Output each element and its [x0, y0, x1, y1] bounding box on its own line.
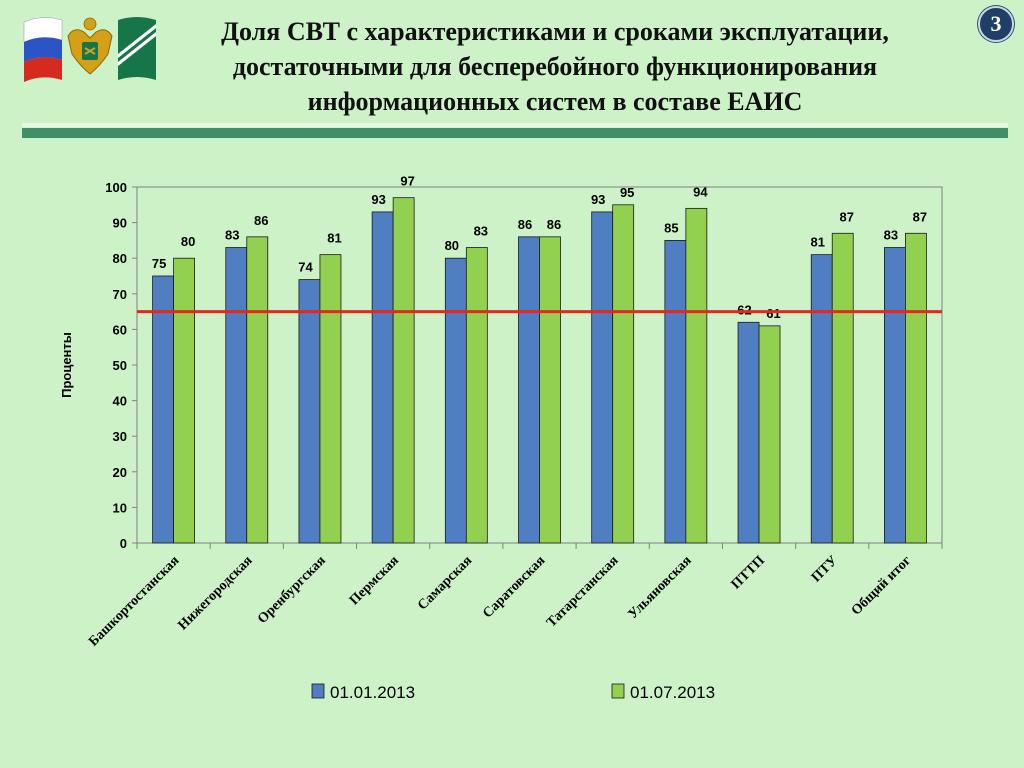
legend-label: 01.01.2013	[330, 683, 415, 702]
legend-swatch	[611, 683, 625, 699]
data-label: 86	[518, 217, 532, 232]
bar	[298, 279, 321, 544]
data-label: 87	[839, 209, 853, 224]
data-label: 86	[254, 213, 268, 228]
data-label: 81	[327, 231, 341, 246]
bar	[371, 211, 394, 544]
bar	[737, 321, 760, 544]
y-tick-label: 90	[113, 216, 127, 231]
data-label: 83	[474, 224, 488, 239]
bar	[685, 207, 708, 544]
data-label: 75	[152, 256, 166, 271]
bar	[758, 325, 781, 544]
x-category-label: Общий итог	[849, 553, 914, 618]
bar	[392, 197, 415, 544]
bar	[152, 275, 174, 544]
y-tick-label: 80	[113, 251, 127, 266]
data-label: 93	[591, 192, 605, 207]
x-category-label: Башкортостанская	[86, 553, 183, 650]
y-tick-label: 30	[113, 429, 127, 444]
data-label: 86	[547, 217, 561, 232]
data-label: 62	[737, 302, 751, 317]
title-line: информационных систем в составе ЕАИС	[307, 87, 803, 116]
x-category-label: Самарская	[415, 553, 475, 613]
data-label: 61	[766, 306, 780, 321]
double-headed-eagle-icon	[67, 17, 113, 75]
bar	[810, 254, 833, 544]
customs-flag-icon	[118, 17, 156, 80]
bar	[539, 236, 561, 544]
slide-title: Доля СВТ с характеристиками и сроками эк…	[170, 14, 940, 119]
x-category-label: Татарстанская	[544, 553, 622, 631]
bar	[246, 236, 269, 544]
bar	[612, 204, 635, 544]
bar	[884, 247, 906, 544]
data-label: 80	[181, 234, 195, 249]
bar	[591, 211, 614, 544]
bar	[664, 239, 687, 544]
data-label: 83	[225, 228, 239, 243]
y-tick-label: 100	[105, 180, 127, 195]
data-label: 80	[445, 238, 459, 253]
title-line: Доля СВТ с характеристиками и сроками эк…	[221, 17, 889, 46]
bar	[905, 232, 927, 544]
x-category-label: Нижегородская	[176, 553, 256, 633]
x-category-label: ПТУ	[809, 553, 841, 585]
y-tick-label: 40	[113, 394, 127, 409]
russian-flag-icon	[23, 17, 63, 82]
y-tick-label: 20	[113, 465, 127, 480]
x-category-label: Ульяновская	[626, 553, 695, 622]
y-tick-label: 70	[113, 287, 127, 302]
data-label: 95	[620, 185, 634, 200]
bar	[225, 247, 248, 544]
x-category-label: Саратовская	[480, 553, 548, 621]
data-label: 93	[371, 192, 385, 207]
x-category-label: Пермская	[347, 553, 402, 608]
x-category-label: Оренбургская	[255, 553, 329, 627]
data-label: 83	[884, 228, 898, 243]
bar	[173, 257, 195, 544]
bar	[319, 254, 342, 544]
bar	[465, 247, 488, 544]
y-tick-label: 50	[113, 358, 127, 373]
customs-logo	[23, 17, 156, 82]
bar	[831, 232, 854, 544]
y-tick-label: 60	[113, 322, 127, 337]
bar	[518, 236, 540, 544]
y-axis-label: Проценты	[59, 332, 74, 398]
y-tick-label: 10	[113, 500, 127, 515]
data-label: 87	[913, 209, 927, 224]
y-tick-label: 0	[120, 536, 127, 551]
bar	[444, 257, 467, 544]
data-label: 97	[400, 174, 414, 189]
data-label: 94	[693, 184, 708, 199]
page-number-badge: 3	[978, 6, 1014, 42]
data-label: 74	[298, 260, 313, 275]
data-label: 85	[664, 220, 678, 235]
title-line: достаточными для бесперебойного функцион…	[232, 52, 878, 81]
legend-swatch	[311, 683, 325, 699]
divider-light	[22, 123, 1008, 127]
x-category-label: ПТТП	[729, 553, 768, 592]
divider-bar	[22, 128, 1008, 138]
legend-label: 01.07.2013	[630, 683, 715, 702]
data-label: 81	[810, 235, 824, 250]
